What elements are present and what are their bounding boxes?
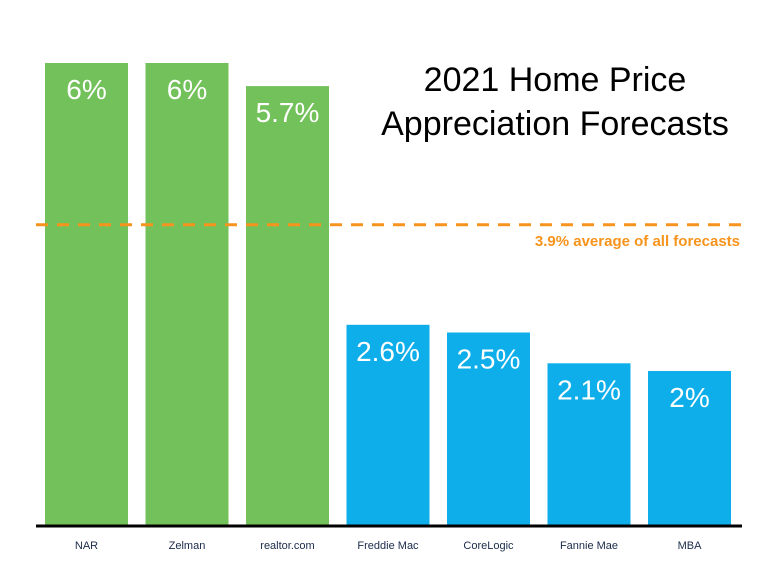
bar-nar	[45, 63, 128, 525]
data-label: 2.5%	[457, 344, 521, 375]
bar-corelogic	[447, 332, 530, 525]
x-tick-label: CoreLogic	[463, 540, 514, 552]
bar-zelman	[145, 63, 229, 525]
data-label: 2.6%	[356, 336, 420, 367]
bar-fannie-mae	[547, 363, 631, 525]
chart-title-line2: Appreciation Forecasts	[381, 105, 729, 143]
data-label: 6%	[167, 74, 207, 105]
chart-title-line1: 2021 Home Price	[423, 61, 687, 99]
data-label: 5.7%	[256, 97, 320, 128]
bar-freddie-mac	[346, 324, 430, 525]
x-tick-label: Zelman	[169, 540, 206, 552]
data-label: 2.1%	[557, 374, 621, 405]
bar-mba	[648, 371, 731, 525]
x-tick-label: realtor.com	[260, 540, 314, 552]
chart-title: 2021 Home Price Appreciation Forecasts	[360, 58, 750, 146]
average-line-label: 3.9% average of all forecasts	[534, 232, 740, 250]
data-label: 6%	[66, 74, 106, 105]
x-tick-label: MBA	[678, 540, 703, 552]
x-tick-label: NAR	[75, 540, 98, 552]
x-tick-label: Freddie Mac	[357, 540, 419, 552]
data-label: 2%	[669, 382, 709, 413]
x-tick-label: Fannie Mae	[560, 540, 618, 552]
bar-realtor-com	[246, 86, 329, 525]
